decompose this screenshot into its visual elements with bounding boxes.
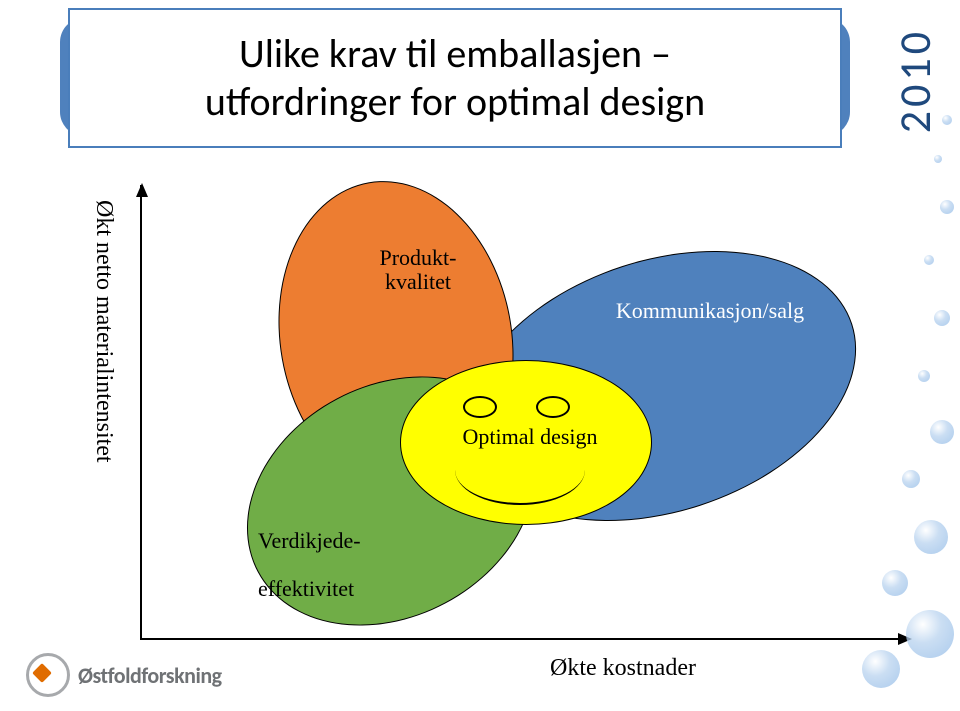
logo-mark-icon <box>26 653 70 697</box>
bubble-2 <box>934 155 942 163</box>
label-value-chain-l2: effektivitet <box>258 576 354 601</box>
label-product-quality: Produkt- kvalitet <box>358 246 478 294</box>
bubble-4 <box>924 255 934 265</box>
bubble-12 <box>862 650 900 688</box>
label-value-chain-l1: Verdikjede- <box>258 528 361 553</box>
title-box: Ulike krav til emballasjen – utfordringe… <box>68 8 842 148</box>
face-eye-left <box>463 396 497 418</box>
title-line-2: utfordringer for optimal design <box>205 78 705 126</box>
label-optimal-design: Optimal design <box>450 425 610 449</box>
year-badge: 2010 <box>888 28 942 133</box>
bubble-10 <box>882 570 908 596</box>
bubble-7 <box>930 420 954 444</box>
y-axis <box>140 185 142 640</box>
x-axis-label: Økte kostnader <box>550 655 696 682</box>
label-product-quality-l2: kvalitet <box>385 269 451 294</box>
y-axis-label: Økt netto materialintensitet <box>90 200 117 463</box>
bubble-1 <box>942 115 952 125</box>
face-eye-right <box>536 396 570 418</box>
label-value-chain: Verdikjede- effektivitet <box>258 529 408 602</box>
bubble-8 <box>902 470 920 488</box>
bubble-11 <box>906 610 954 658</box>
bubble-5 <box>934 310 950 326</box>
logo: Østfoldforskning <box>26 653 222 697</box>
label-communication: Kommunikasjon/salg <box>590 299 830 323</box>
bubble-9 <box>914 520 948 554</box>
logo-text: Østfoldforskning <box>78 662 222 689</box>
x-axis <box>140 638 910 640</box>
bubble-6 <box>918 370 930 382</box>
label-product-quality-l1: Produkt- <box>380 245 457 270</box>
title-line-1: Ulike krav til emballasjen – <box>239 30 671 78</box>
bubble-3 <box>940 200 954 214</box>
